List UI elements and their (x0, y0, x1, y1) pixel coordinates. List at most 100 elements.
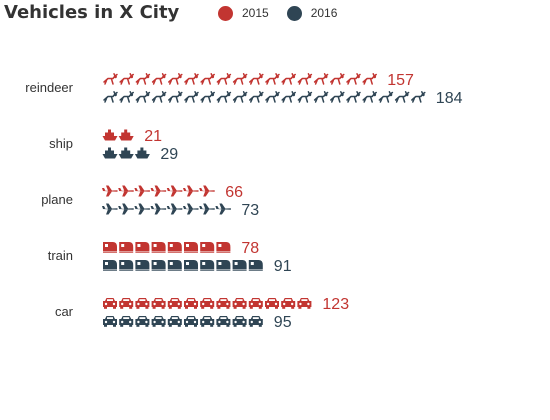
car-icon (135, 298, 150, 309)
plane-icon (199, 185, 215, 197)
bar-ship-2015[interactable] (102, 129, 134, 141)
train-icon (103, 260, 117, 271)
reindeer-icon (216, 73, 232, 85)
reindeer-icon (330, 73, 345, 85)
train-icon (151, 242, 166, 253)
plane-icon (166, 185, 183, 197)
ship-icon (118, 147, 134, 159)
bar-car-2015[interactable] (103, 298, 312, 309)
plane-icon (118, 185, 134, 197)
reindeer-icon (346, 91, 361, 103)
legend-item-2015[interactable]: 2015 (218, 5, 269, 21)
reindeer-icon (394, 91, 410, 103)
reindeer-icon (200, 73, 215, 85)
car-icon (216, 316, 231, 327)
reindeer-icon (135, 73, 151, 85)
reindeer-icon (151, 73, 167, 85)
category-label-ship: ship (49, 136, 73, 151)
reindeer-icon (232, 73, 248, 85)
car-icon (103, 298, 117, 309)
category-label-train: train (48, 248, 73, 263)
plane-icon (118, 203, 134, 215)
train-icon (135, 242, 150, 253)
car-icon (216, 298, 231, 309)
plane-icon (102, 185, 118, 197)
data-label-ship-2016: 29 (160, 146, 178, 163)
plane-icon (150, 203, 167, 215)
plane-icon (166, 203, 183, 215)
car-icon (103, 316, 117, 327)
reindeer-icon (378, 91, 394, 103)
car-icon (151, 298, 166, 309)
train-icon (248, 260, 263, 271)
car-icon (200, 298, 215, 309)
car-icon (297, 298, 312, 309)
train-icon (119, 260, 134, 271)
data-label-car-2016: 95 (274, 314, 292, 331)
data-label-car-2015: 123 (322, 296, 349, 313)
reindeer-icon (184, 73, 199, 85)
plane-icon (150, 185, 167, 197)
reindeer-icon (249, 91, 264, 103)
train-icon (200, 260, 215, 271)
plane-icon (183, 203, 199, 215)
car-icon (248, 298, 263, 309)
data-label-reindeer-2015: 157 (387, 72, 414, 89)
ship-icon (102, 129, 118, 141)
train-icon (184, 260, 198, 271)
bar-reindeer-2015[interactable] (103, 73, 377, 85)
reindeer-icon (103, 73, 118, 85)
reindeer-icon (168, 73, 183, 85)
reindeer-icon (281, 73, 296, 85)
reindeer-icon (232, 91, 248, 103)
bar-car-2016[interactable] (103, 316, 263, 327)
car-icon (119, 298, 134, 309)
bar-ship-2016[interactable] (102, 147, 150, 159)
reindeer-icon (297, 91, 313, 103)
car-icon (265, 298, 279, 309)
reindeer-icon (346, 73, 361, 85)
reindeer-icon (265, 73, 280, 85)
bar-train-2016[interactable] (103, 260, 263, 271)
reindeer-icon (119, 91, 134, 103)
legend-label-2016: 2016 (310, 6, 338, 20)
legend-swatch-2016 (286, 5, 302, 21)
train-icon (151, 260, 166, 271)
category-label-car: car (55, 304, 74, 319)
data-label-train-2015: 78 (241, 240, 259, 257)
ship-icon (102, 147, 118, 159)
reindeer-icon (168, 91, 183, 103)
plane-icon (199, 203, 215, 215)
bar-plane-2015[interactable] (102, 185, 215, 197)
legend-item-2016[interactable]: 2016 (286, 5, 338, 21)
category-label-plane: plane (41, 192, 73, 207)
car-icon (167, 316, 182, 327)
reindeer-icon (313, 73, 329, 85)
legend-swatch-2015 (218, 5, 233, 21)
data-label-ship-2015: 21 (144, 128, 162, 145)
car-icon (184, 298, 198, 309)
bar-reindeer-2016[interactable] (103, 91, 426, 103)
plane-icon (215, 203, 231, 215)
car-icon (232, 298, 247, 309)
train-icon (167, 242, 182, 253)
car-icon (151, 316, 166, 327)
train-icon (216, 260, 231, 271)
car-icon (119, 316, 134, 327)
train-icon (216, 242, 231, 253)
ship-icon (134, 147, 150, 159)
legend-label-2015: 2015 (242, 6, 269, 20)
reindeer-icon (184, 91, 199, 103)
legend: 2015 2016 (218, 4, 337, 22)
train-icon (184, 242, 198, 253)
bar-plane-2016[interactable] (102, 203, 231, 215)
chart-title: Vehicles in X City (4, 2, 180, 23)
train-icon (232, 260, 247, 271)
reindeer-icon (330, 91, 345, 103)
bar-train-2015[interactable] (103, 242, 231, 253)
data-label-train-2016: 91 (274, 258, 292, 275)
reindeer-icon (103, 91, 118, 103)
reindeer-icon (411, 91, 426, 103)
data-label-reindeer-2016: 184 (436, 90, 463, 107)
